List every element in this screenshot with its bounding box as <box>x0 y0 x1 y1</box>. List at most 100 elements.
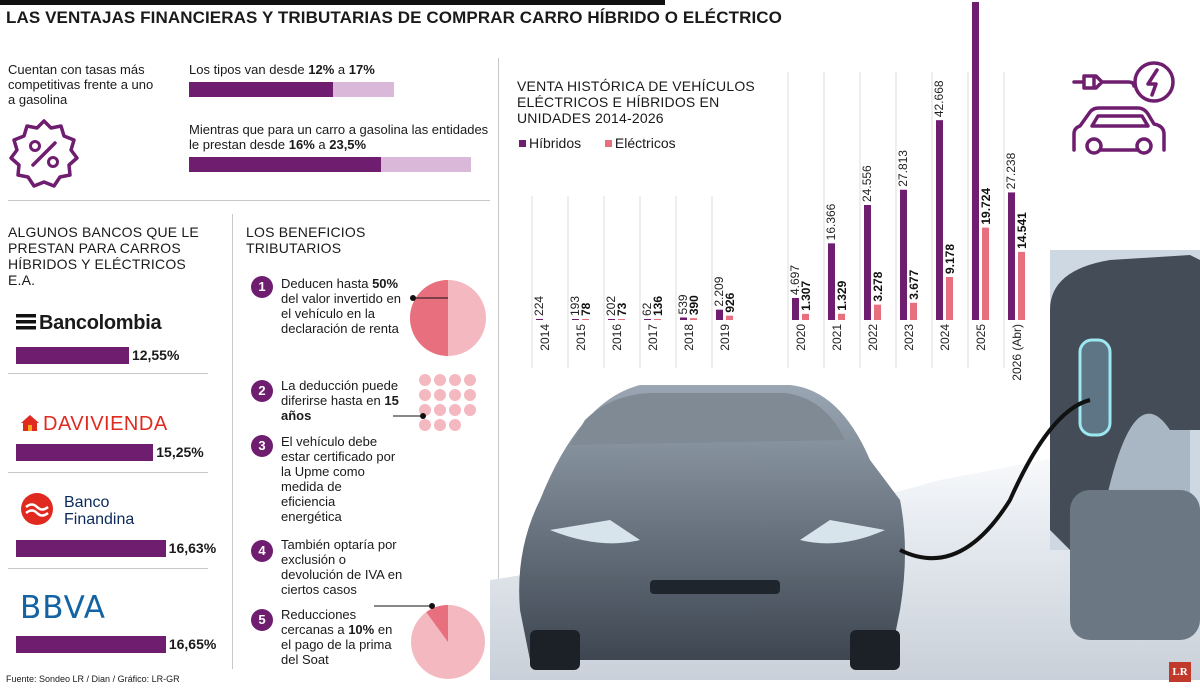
bar-hibridos <box>1008 192 1015 320</box>
banks-header: ALGUNOS BANCOS QUE LE PRESTAN PARA CARRO… <box>8 224 199 288</box>
category-label: 2023 <box>902 324 916 351</box>
bank-name-finandina-1: Banco <box>64 494 110 511</box>
benefit-number-1: 1 <box>251 276 273 298</box>
year-dot <box>419 419 431 431</box>
year-dot <box>449 404 461 416</box>
percent-badge-icon <box>9 119 79 188</box>
bar-label-hibridos: 27.813 <box>896 150 910 187</box>
rates-bar-1-fill <box>189 82 333 97</box>
bar-label-hibridos: 2.209 <box>712 276 726 306</box>
legend-label-electricos: Eléctricos <box>614 135 676 151</box>
bank-value-bancolombia: 12,55% <box>131 347 180 363</box>
bar-electricos <box>726 315 733 320</box>
category-label: 2020 <box>794 324 808 351</box>
finandina-mark-icon <box>21 493 53 525</box>
bank-bar-bbva <box>16 636 166 653</box>
bank-value-finandina: 16,63% <box>168 540 217 556</box>
category-label: 2022 <box>866 324 880 351</box>
bar-hibridos <box>716 309 723 320</box>
year-dot <box>419 404 431 416</box>
divider-chart <box>498 58 499 668</box>
legend-label-hibridos: Híbridos <box>529 135 582 151</box>
bar-label-hibridos: 42.668 <box>932 80 946 117</box>
chart-legend: Híbridos Eléctricos <box>519 135 676 151</box>
bar-label-hibridos: 62 <box>640 302 654 316</box>
year-dot <box>464 389 476 401</box>
rates-line2: Mientras que para un carro a gasolina la… <box>189 122 489 152</box>
bar-label-electricos: 78 <box>579 302 593 316</box>
year-dot <box>464 374 476 386</box>
pie-deduction <box>410 280 486 356</box>
divider-bank-2 <box>8 472 208 473</box>
year-dot <box>449 419 461 431</box>
year-dot <box>464 404 476 416</box>
source-note: Fuente: Sondeo LR / Dian / Gráfico: LR-G… <box>6 674 180 684</box>
bar-label-electricos: 1.329 <box>835 280 849 310</box>
bar-label-hibridos: 24.556 <box>860 165 874 202</box>
bar-label-hibridos: 202 <box>604 296 618 316</box>
category-label: 2014 <box>538 324 552 351</box>
benefit-text-4: También optaría por exclusión o devoluci… <box>281 537 403 597</box>
bar-label-hibridos: 4.697 <box>788 265 802 295</box>
rates-bar-2 <box>189 157 471 172</box>
bar-hibridos <box>536 318 543 320</box>
bar-label-electricos: 73 <box>615 302 629 316</box>
benefit-text-5: Reducciones cercanas a 10% en el pago de… <box>281 607 393 667</box>
pie-soat-share <box>426 605 448 642</box>
bancolombia-mark-icon <box>16 314 36 330</box>
bank-logo-bancolombia: Bancolombia <box>16 312 162 335</box>
bar-label-hibridos: 16.366 <box>824 203 838 240</box>
bank-value-davivienda: 15,25% <box>156 444 204 460</box>
legend-swatch-electricos <box>604 140 612 147</box>
bar-electricos <box>838 313 845 320</box>
bank-bar-finandina <box>16 540 166 557</box>
bar-label-hibridos: 27.238 <box>1004 152 1018 189</box>
benefit-text-3: El vehículo debe estar certificado por l… <box>281 434 396 524</box>
lr-logo: LR <box>1169 662 1191 682</box>
title-rule <box>0 0 665 5</box>
bank-bar-davivienda <box>16 444 154 461</box>
bar-hibridos <box>828 243 835 320</box>
divider-bank-3 <box>8 568 208 569</box>
category-label: 2017 <box>646 324 660 351</box>
bank-name-finandina-2: Finandina <box>64 511 135 528</box>
category-label: 2015 <box>574 324 588 351</box>
divider-bank-1 <box>8 373 208 374</box>
rates-intro: Cuentan con tasas más competitivas frent… <box>8 62 154 107</box>
benefit-text-2: La deducción puede diferirse hasta en 15… <box>281 378 399 423</box>
bar-electricos <box>618 319 625 320</box>
bar-hibridos <box>608 319 615 320</box>
bar-label-hibridos: 539 <box>676 294 690 314</box>
bar-hibridos <box>644 319 651 320</box>
bar-label-electricos: 19.724 <box>979 188 993 225</box>
benefit-number-2: 2 <box>251 380 273 402</box>
category-label: 2018 <box>682 324 696 351</box>
bar-label-hibridos: 193 <box>568 296 582 316</box>
pie-soat <box>374 603 485 679</box>
rates-line1: Los tipos van desde 12% a 17% <box>189 62 375 77</box>
bar-electricos <box>654 319 661 320</box>
electric-car-photo <box>490 250 1200 680</box>
divider-banks <box>232 214 233 669</box>
year-dot <box>434 419 446 431</box>
benefits-header: LOS BENEFICIOS TRIBUTARIOS <box>246 224 366 256</box>
year-dot <box>434 389 446 401</box>
bar-electricos <box>946 277 953 320</box>
bank-value-bbva: 16,65% <box>168 636 217 652</box>
rates-bar-1 <box>189 82 394 97</box>
bar-label-electricos: 3.278 <box>871 271 885 301</box>
bank-logo-finandina: Banco Finandina <box>64 494 134 528</box>
bar-label-electricos: 3.677 <box>907 269 921 299</box>
bar-electricos <box>910 302 917 320</box>
house-icon <box>21 415 39 431</box>
bar-hibridos <box>900 189 907 320</box>
bank-bar-bancolombia <box>16 347 129 364</box>
years-dot-grid <box>393 374 476 431</box>
bar-hibridos <box>572 319 579 320</box>
bar-electricos <box>982 227 989 320</box>
bar-label-electricos: 136 <box>651 296 665 316</box>
bank-name-bancolombia: Bancolombia <box>39 312 162 334</box>
category-label: 2024 <box>938 324 952 351</box>
benefit-text-1: Deducen hasta 50% del valor invertido en… <box>281 276 401 336</box>
legend-swatch-hibridos <box>519 140 526 147</box>
